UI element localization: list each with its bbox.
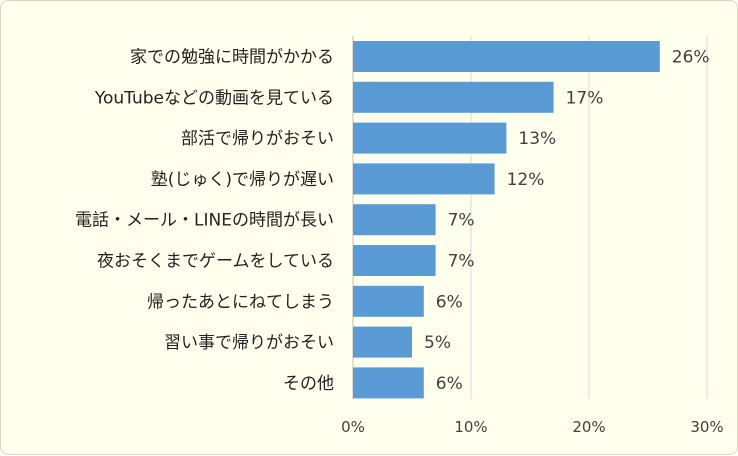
bar-3: [353, 163, 495, 195]
bar-5: [353, 245, 436, 276]
category-label-3: 塾(じゅく)で帰りが遅い: [151, 169, 334, 190]
value-label-6: 6%: [436, 292, 463, 312]
category-label-6: 帰ったあとにねてしまう: [147, 292, 334, 312]
x-tick-label-30: 30%: [690, 418, 723, 436]
bar-8: [353, 367, 424, 399]
category-label-4: 電話・メール・LINEの時間が長い: [75, 211, 334, 231]
bars: [353, 41, 660, 399]
labels: 0% 10% 20% 30% 家での勉強に時間がかかる 26% YouTubeなどの動画を見…: [75, 48, 724, 437]
bar-4: [353, 204, 436, 236]
x-tick-label-0: 0%: [341, 418, 365, 436]
category-label-2: 部活で帰りがおそい: [181, 129, 334, 149]
value-label-5: 7%: [448, 252, 475, 272]
value-label-0: 26%: [672, 48, 710, 68]
value-label-3: 12%: [507, 170, 545, 190]
bar-1: [353, 81, 554, 113]
x-tick-label-10: 10%: [454, 418, 487, 436]
category-label-5: 夜おそくまでゲームをしている: [97, 252, 334, 272]
value-label-8: 6%: [436, 374, 463, 394]
category-label-8: その他: [283, 374, 334, 394]
bar-0: [353, 41, 660, 72]
value-label-4: 7%: [448, 211, 475, 231]
value-label-7: 5%: [424, 333, 451, 353]
bar-2: [353, 122, 507, 154]
category-label-1: YouTubeなどの動画を見ている: [94, 88, 334, 108]
value-label-2: 13%: [518, 129, 556, 149]
bar-7: [353, 326, 412, 358]
value-label-1: 17%: [566, 88, 604, 108]
category-label-7: 習い事で帰りがおそい: [164, 333, 334, 353]
bar-6: [353, 285, 424, 317]
x-tick-label-20: 20%: [572, 418, 605, 436]
category-label-0: 家での勉強に時間がかかる: [130, 48, 334, 68]
